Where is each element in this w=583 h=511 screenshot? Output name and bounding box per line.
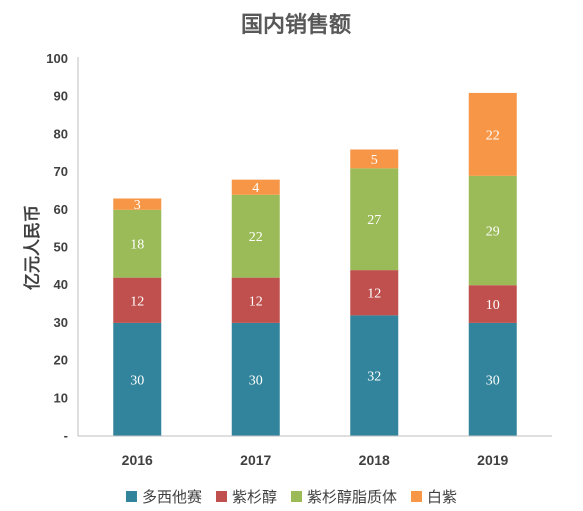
legend-swatch [291, 491, 302, 502]
y-tick-label: 60 [54, 202, 68, 217]
legend-swatch [215, 491, 227, 502]
data-label: 32 [367, 370, 381, 385]
y-tick-label: 30 [54, 315, 68, 330]
data-label: 5 [371, 153, 378, 168]
x-tick-label: 2019 [477, 452, 508, 468]
x-tick-label: 2016 [122, 452, 153, 468]
y-tick-label: 50 [54, 240, 68, 255]
y-tick-label: 80 [54, 126, 68, 141]
bar-segment [231, 194, 280, 278]
bar-segment [468, 285, 517, 323]
data-label: 10 [486, 298, 500, 313]
chart-title: 国内销售额 [241, 12, 351, 38]
data-label: 27 [367, 213, 381, 228]
legend: 多西他赛 紫杉醇 紫杉醇脂质体 白紫 [125, 488, 457, 506]
bar-segment [231, 322, 280, 436]
legend-label: 紫杉醇脂质体 [307, 488, 397, 506]
bar-segment [350, 315, 399, 436]
y-axis-label: 亿元人民币 [22, 205, 43, 290]
bar-segment [113, 209, 162, 278]
bar-segment [468, 92, 517, 176]
data-label: 18 [130, 238, 144, 253]
y-tick-label: 100 [46, 51, 68, 66]
x-tick-label: 2018 [359, 452, 390, 468]
legend-label: 多西他赛 [142, 488, 202, 506]
bar-segment [468, 175, 517, 286]
legend-swatch [125, 491, 137, 502]
data-label: 12 [367, 287, 381, 302]
x-axis-ticks: 2016 2017 2018 2019 [122, 452, 509, 468]
legend-item: 紫杉醇脂质体 [291, 488, 397, 506]
bar-segment [350, 270, 399, 316]
bar-segment [113, 277, 162, 323]
y-tick-label: 20 [54, 353, 68, 368]
data-label: 12 [249, 294, 263, 309]
legend-label: 白紫 [427, 488, 457, 506]
data-label: 30 [249, 373, 263, 388]
x-tick-label: 2017 [240, 452, 271, 468]
y-tick-label: 90 [54, 89, 68, 104]
legend-swatch [411, 491, 423, 502]
data-label: 30 [130, 373, 144, 388]
legend-label: 紫杉醇 [232, 488, 277, 506]
legend-item: 白紫 [411, 488, 457, 506]
y-axis-label-group: 亿元人民币 [22, 205, 43, 290]
y-tick-label: 10 [54, 390, 68, 405]
data-label: 3 [134, 198, 141, 213]
data-label: 22 [249, 230, 263, 245]
legend-item: 多西他赛 [125, 488, 202, 506]
data-label: 30 [486, 373, 500, 388]
y-axis-ticks: - 10 20 30 40 50 60 70 80 90 100 [46, 51, 68, 443]
y-tick-label: 70 [54, 164, 68, 179]
y-tick-label: - [64, 428, 68, 443]
bar-segment [231, 277, 280, 323]
axes-group [77, 57, 552, 437]
bar-segment [113, 322, 162, 436]
y-tick-label: 40 [54, 277, 68, 292]
bar-segment [231, 179, 280, 195]
legend-item: 紫杉醇 [215, 488, 277, 506]
data-label: 12 [130, 294, 144, 309]
bar-segment [113, 198, 162, 210]
bar-segment [350, 168, 399, 271]
data-label: 29 [486, 225, 500, 240]
data-label: 4 [252, 181, 259, 196]
bar-segment [468, 322, 517, 436]
bar-segment [350, 149, 399, 169]
data-label: 22 [486, 128, 500, 143]
bars-group: 30 12 18 3 30 12 22 4 32 12 27 5 30 10 29 22 [113, 92, 517, 436]
